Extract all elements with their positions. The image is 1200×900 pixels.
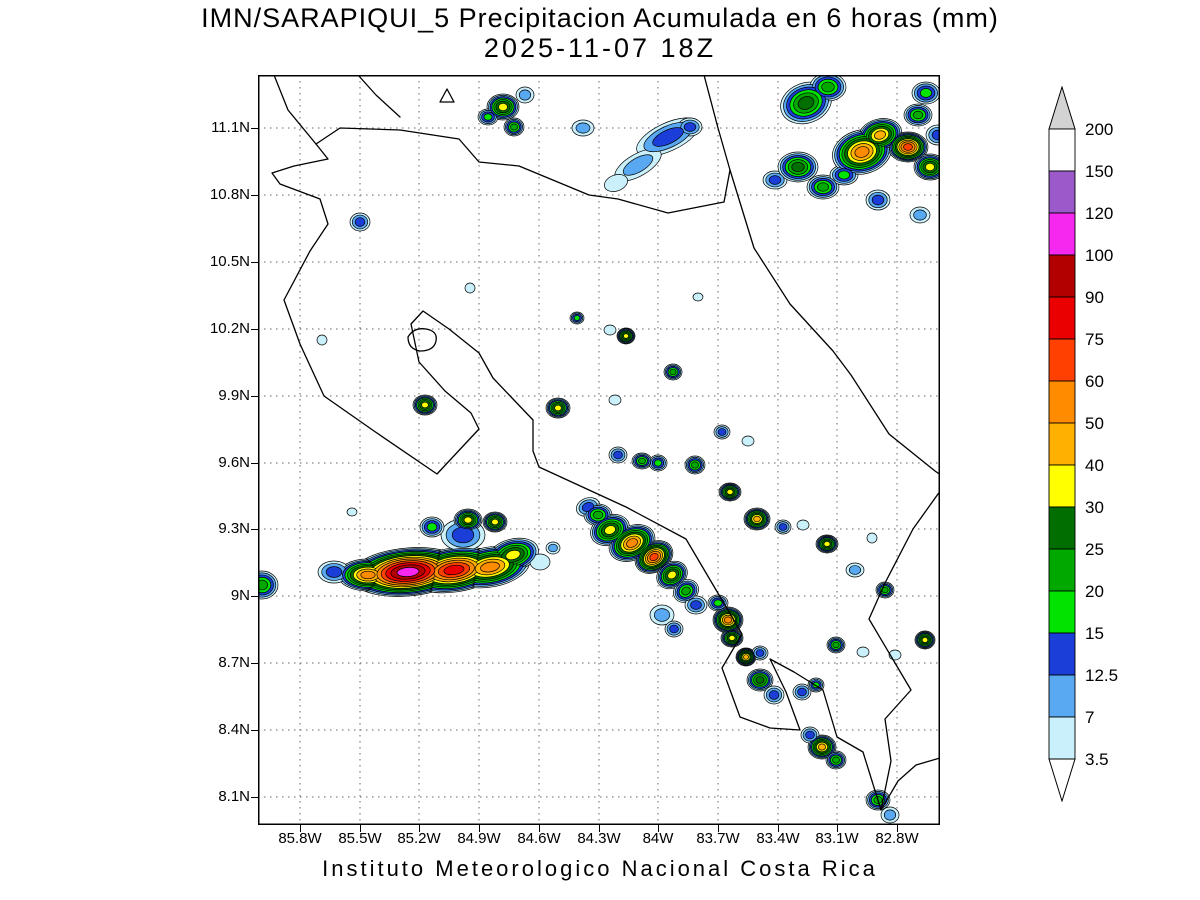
colorbar-segment [1048, 254, 1076, 298]
colorbar-label: 75 [1085, 330, 1104, 349]
colorbar-label: 200 [1085, 120, 1113, 139]
lon-tick-mark [418, 825, 420, 832]
colorbar-label: 40 [1085, 456, 1104, 475]
colorbar-label: 150 [1085, 162, 1113, 181]
lat-tick-label: 9.9N [218, 387, 250, 404]
chart-title: IMN/SARAPIQUI_5 Precipitacion Acumulada … [201, 3, 999, 33]
lat-tick-label: 8.1N [218, 788, 250, 805]
lat-tick-mark [251, 194, 258, 196]
lat-tick-label: 8.7N [218, 654, 250, 671]
lon-tick-label: 84.3W [577, 830, 621, 847]
plot-frame [258, 75, 940, 825]
lon-tick-mark [598, 825, 600, 832]
colorbar-label: 15 [1085, 624, 1104, 643]
lat-tick-label: 10.8N [209, 186, 250, 203]
colorbar: 200 150 120 100 90 75 60 50 40 30 25 20 15 12.5 7 3.5 [1048, 86, 1118, 802]
colorbar-label: 30 [1085, 498, 1104, 517]
colorbar-segment [1048, 716, 1076, 760]
colorbar-segment [1048, 506, 1076, 550]
footer-credit: Instituto Meteorologico Nacional Costa R… [322, 856, 878, 881]
lon-tick-label: 84W [642, 830, 674, 847]
lon-tick-label: 83.4W [756, 830, 800, 847]
lon-tick-mark [896, 825, 898, 832]
lon-tick-label: 85.5W [338, 830, 382, 847]
colorbar-label: 120 [1085, 204, 1113, 223]
colorbar-arrow-top [1048, 86, 1076, 130]
colorbar-label: 12.5 [1085, 666, 1118, 685]
lon-tick-label: 83.7W [696, 830, 740, 847]
colorbar-arrow-bottom [1048, 758, 1076, 802]
lon-tick-label: 82.8W [875, 830, 919, 847]
colorbar-segment [1048, 422, 1076, 466]
colorbar-label: 50 [1085, 414, 1104, 433]
colorbar-segment [1048, 548, 1076, 592]
colorbar-segment [1048, 674, 1076, 718]
precipitation-cells [258, 75, 940, 824]
colorbar-segment [1048, 380, 1076, 424]
lon-tick-label: 84.9W [457, 830, 501, 847]
lat-tick-label: 10.5N [209, 253, 250, 270]
lon-tick-label: 85.2W [397, 830, 441, 847]
lon-tick-mark [538, 825, 540, 832]
colorbar-segment [1048, 170, 1076, 214]
lon-tick-label: 85.8W [278, 830, 322, 847]
lon-tick-mark [836, 825, 838, 832]
lon-tick-mark [717, 825, 719, 832]
lon-tick-mark [777, 825, 779, 832]
lat-tick-label: 8.4N [218, 721, 250, 738]
colorbar-label: 25 [1085, 540, 1104, 559]
grid-lines [258, 75, 940, 825]
lat-tick-mark [251, 462, 258, 464]
lon-tick-mark [657, 825, 659, 832]
lon-tick-mark [359, 825, 361, 832]
lon-tick-label: 83.1W [815, 830, 859, 847]
colorbar-label: 3.5 [1085, 750, 1109, 769]
lat-tick-label: 9.6N [218, 454, 250, 471]
lat-tick-mark [251, 328, 258, 330]
colorbar-segment [1048, 128, 1076, 172]
chart-subtitle: 2025-11-07 18Z [483, 33, 717, 63]
colorbar-segment [1048, 296, 1076, 340]
map-plot-area [258, 75, 940, 825]
colorbar-segment [1048, 632, 1076, 676]
coastline-borders [271, 75, 940, 811]
colorbar-label: 100 [1085, 246, 1113, 265]
lat-tick-label: 10.2N [209, 320, 250, 337]
colorbar-segment [1048, 464, 1076, 508]
colorbar-segment [1048, 590, 1076, 634]
lat-tick-mark [251, 662, 258, 664]
colorbar-segment [1048, 212, 1076, 256]
lon-tick-mark [478, 825, 480, 832]
colorbar-label: 7 [1085, 708, 1094, 727]
lat-tick-mark [251, 261, 258, 263]
lat-tick-mark [251, 528, 258, 530]
lat-tick-label: 9.3N [218, 520, 250, 537]
lat-tick-mark [251, 127, 258, 129]
colorbar-segment [1048, 338, 1076, 382]
lat-tick-mark [251, 796, 258, 798]
colorbar-label: 90 [1085, 288, 1104, 307]
lon-tick-label: 84.6W [517, 830, 561, 847]
colorbar-label: 60 [1085, 372, 1104, 391]
precipitation-map [258, 75, 940, 825]
lat-tick-mark [251, 595, 258, 597]
lat-tick-label: 9N [230, 587, 250, 604]
lat-tick-mark [251, 395, 258, 397]
lat-tick-mark [251, 729, 258, 731]
colorbar-label: 20 [1085, 582, 1104, 601]
lat-tick-label: 11.1N [211, 119, 250, 136]
lon-tick-mark [299, 825, 301, 832]
